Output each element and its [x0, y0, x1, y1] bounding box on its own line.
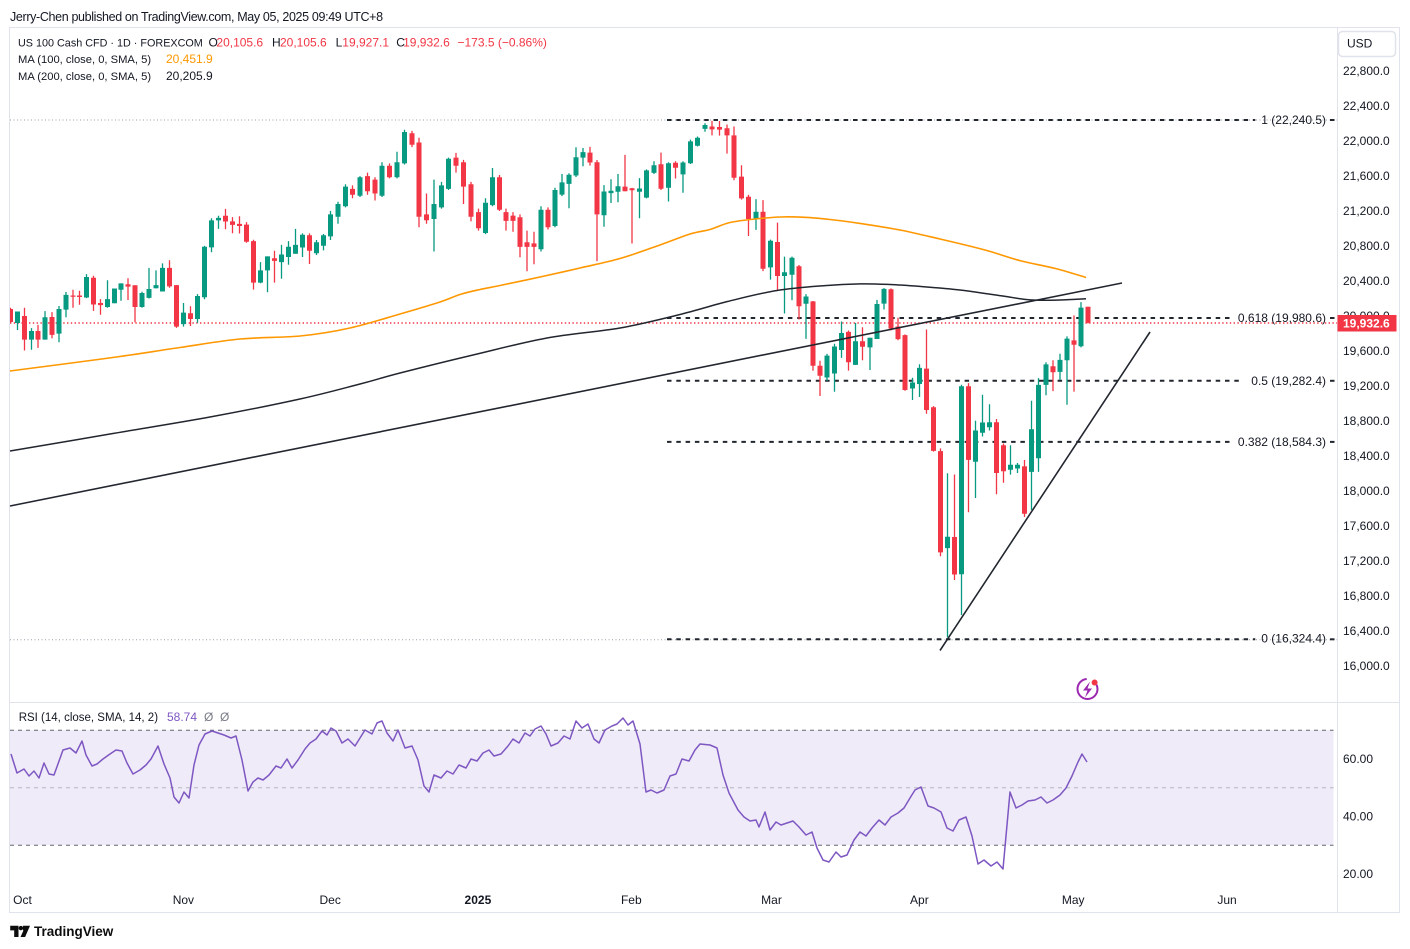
svg-text:Feb: Feb	[621, 893, 642, 907]
svg-text:58.74: 58.74	[167, 710, 197, 724]
svg-text:19,600.0: 19,600.0	[1343, 344, 1390, 358]
svg-text:Mar: Mar	[761, 893, 782, 907]
svg-text:18,800.0: 18,800.0	[1343, 414, 1390, 428]
svg-text:21,200.0: 21,200.0	[1343, 204, 1390, 218]
svg-text:16,800.0: 16,800.0	[1343, 589, 1390, 603]
svg-text:Oct: Oct	[13, 893, 32, 907]
svg-text:Apr: Apr	[910, 893, 929, 907]
svg-text:Jun: Jun	[1217, 893, 1236, 907]
svg-text:40.00: 40.00	[1343, 810, 1373, 824]
svg-text:21,600.0: 21,600.0	[1343, 169, 1390, 183]
svg-text:19,200.0: 19,200.0	[1343, 379, 1390, 393]
svg-text:May: May	[1062, 893, 1085, 907]
svg-text:RSI (14, close, SMA, 14, 2): RSI (14, close, SMA, 14, 2)	[19, 712, 159, 724]
svg-text:18,400.0: 18,400.0	[1343, 449, 1390, 463]
svg-text:16,400.0: 16,400.0	[1343, 624, 1390, 638]
svg-text:19,932.6: 19,932.6	[1343, 317, 1390, 331]
svg-text:0.5 (19,282.4): 0.5 (19,282.4)	[1251, 374, 1326, 388]
svg-text:20.00: 20.00	[1343, 867, 1373, 881]
svg-text:20,205.9: 20,205.9	[166, 69, 213, 83]
svg-text:0.382 (18,584.3): 0.382 (18,584.3)	[1238, 435, 1326, 449]
svg-text:2025: 2025	[465, 893, 492, 907]
svg-text:17,600.0: 17,600.0	[1343, 519, 1390, 533]
svg-text:Nov: Nov	[173, 893, 194, 907]
svg-text:Ø Ø: Ø Ø	[204, 710, 229, 724]
svg-text:22,800.0: 22,800.0	[1343, 64, 1390, 78]
svg-text:17,200.0: 17,200.0	[1343, 554, 1390, 568]
svg-text:18,000.0: 18,000.0	[1343, 484, 1390, 498]
svg-text:1 (22,240.5): 1 (22,240.5)	[1261, 113, 1326, 127]
svg-text:0 (16,324.4): 0 (16,324.4)	[1261, 632, 1326, 646]
svg-text:20,800.0: 20,800.0	[1343, 239, 1390, 253]
svg-text:Jerry-Chen published on Tradin: Jerry-Chen published on TradingView.com,…	[10, 10, 383, 24]
svg-text:22,400.0: 22,400.0	[1343, 99, 1390, 113]
svg-text:22,000.0: 22,000.0	[1343, 134, 1390, 148]
svg-text:USD: USD	[1347, 37, 1373, 51]
svg-text:60.00: 60.00	[1343, 752, 1373, 766]
svg-text:16,000.0: 16,000.0	[1343, 659, 1390, 673]
svg-text:0.618 (19,980.6): 0.618 (19,980.6)	[1238, 311, 1326, 325]
svg-text:US 100 Cash CFD · 1D · FOREXCO: US 100 Cash CFD · 1D · FOREXCOM	[18, 38, 203, 50]
svg-text:MA (100, close, 0, SMA, 5): MA (100, close, 0, SMA, 5)	[18, 54, 151, 66]
svg-text:20,400.0: 20,400.0	[1343, 274, 1390, 288]
svg-text:Dec: Dec	[320, 893, 341, 907]
svg-text:20,451.9: 20,451.9	[166, 52, 213, 66]
svg-text:TradingView: TradingView	[34, 924, 114, 939]
svg-text:MA (200, close, 0, SMA, 5): MA (200, close, 0, SMA, 5)	[18, 71, 151, 83]
